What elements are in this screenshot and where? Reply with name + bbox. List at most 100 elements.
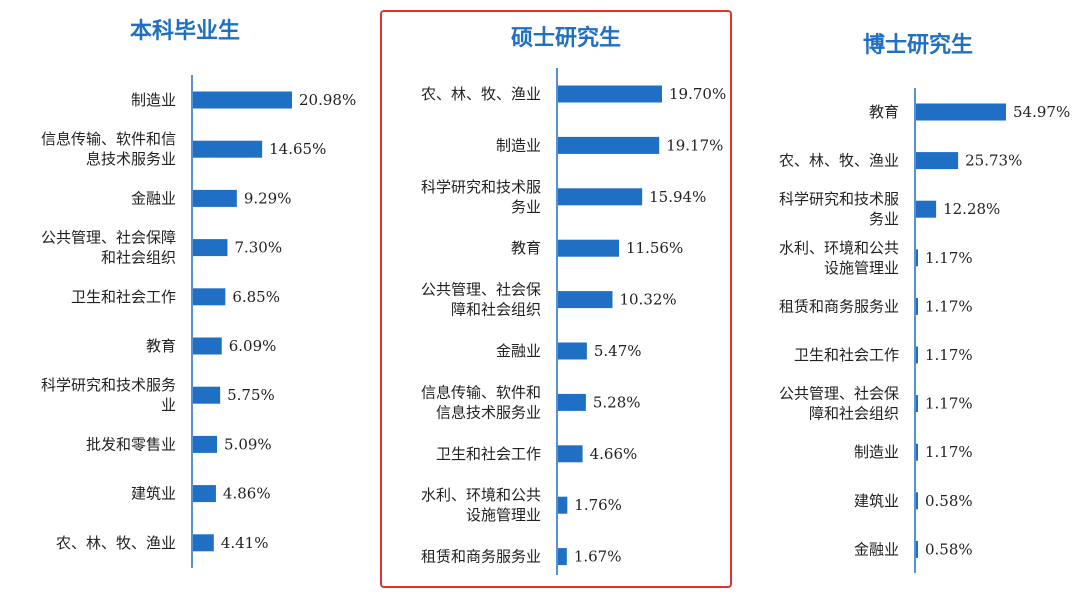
bar — [916, 395, 918, 413]
bar — [558, 548, 567, 566]
category-label: 卫生和社会工作 — [794, 346, 899, 364]
bar — [193, 337, 222, 355]
category-label: 水利、环境和公共设施管理业 — [779, 239, 899, 277]
value-label: 5.09% — [224, 435, 272, 453]
bar — [193, 140, 263, 158]
bar — [193, 288, 226, 306]
category-label-line: 设施管理业 — [824, 259, 899, 277]
category-label-line: 建筑业 — [854, 492, 899, 510]
category-label-line: 公共管理、社会保 — [779, 385, 899, 403]
category-label-line: 制造业 — [131, 91, 176, 109]
bar — [558, 393, 586, 411]
category-label-line: 批发和零售业 — [86, 435, 176, 453]
chart-master: 硕士研究生 19.70% 农、林、牧、渔业 19.17% 制造业 15.94% 科学研究和技… — [421, 25, 726, 575]
value-label: 4.66% — [590, 445, 638, 463]
category-label-line: 务业 — [511, 198, 541, 216]
bar — [193, 91, 292, 109]
chart-undergraduate: 本科毕业生 20.98% 制造业 14.65% 信息传输、软件和信息技术服务业 9.29%… — [41, 19, 356, 568]
value-label: 1.17% — [925, 297, 973, 315]
category-label-line: 公共管理、社会保障 — [41, 229, 176, 247]
category-label-line: 金融业 — [854, 540, 899, 558]
bar — [193, 386, 221, 404]
value-label: 7.30% — [234, 239, 282, 257]
value-label: 9.29% — [244, 189, 292, 207]
category-label: 建筑业 — [131, 485, 176, 503]
category-label: 教育 — [146, 337, 176, 355]
category-label-line: 障和社会组织 — [809, 405, 899, 423]
category-label-line: 制造业 — [854, 443, 899, 461]
bar — [193, 534, 214, 552]
chart-title: 本科毕业生 — [130, 19, 240, 44]
bar — [916, 200, 937, 218]
category-label-line: 租赁和商务服务业 — [421, 548, 541, 566]
category-label-line: 水利、环境和公共 — [421, 486, 541, 504]
category-label-line: 水利、环境和公共 — [779, 239, 899, 257]
category-label-line: 信息传输、软件和信 — [41, 130, 176, 148]
bar — [558, 291, 613, 309]
value-label: 54.97% — [1013, 103, 1070, 121]
value-label: 15.94% — [649, 188, 706, 206]
category-label-line: 教育 — [511, 239, 541, 257]
category-label-line: 制造业 — [496, 136, 541, 154]
bar — [916, 297, 918, 315]
category-label: 金融业 — [496, 342, 541, 360]
chart-title: 博士研究生 — [863, 32, 973, 58]
bar — [558, 188, 643, 206]
value-label: 6.85% — [232, 288, 280, 306]
category-label-line: 设施管理业 — [466, 506, 541, 524]
category-label-line: 农、林、牧、渔业 — [421, 85, 541, 103]
value-label: 4.41% — [221, 534, 269, 552]
category-label: 科学研究和技术服务业 — [41, 376, 176, 414]
category-label-line: 科学研究和技术服 — [779, 190, 899, 208]
value-label: 12.28% — [943, 200, 1000, 218]
category-label: 租赁和商务服务业 — [779, 297, 899, 315]
category-label-line: 和社会组织 — [101, 249, 176, 267]
category-label-line: 租赁和商务服务业 — [779, 297, 899, 315]
category-label-line: 息技术服务业 — [86, 150, 176, 168]
category-label-line: 公共管理、社会保 — [421, 281, 541, 299]
category-label: 公共管理、社会保障和社会组织 — [41, 229, 176, 267]
bar — [193, 485, 216, 503]
category-label: 卫生和社会工作 — [71, 288, 176, 306]
value-label: 5.28% — [593, 393, 641, 411]
category-label: 水利、环境和公共设施管理业 — [421, 486, 541, 524]
value-label: 0.58% — [925, 540, 973, 558]
bar — [916, 540, 918, 558]
category-label: 金融业 — [854, 540, 899, 558]
bar — [916, 346, 918, 364]
category-label-line: 务业 — [869, 210, 899, 228]
value-label: 14.65% — [269, 140, 326, 158]
category-label: 建筑业 — [854, 492, 899, 510]
value-label: 20.98% — [299, 91, 356, 109]
category-label-line: 业 — [161, 396, 176, 414]
value-label: 25.73% — [965, 152, 1022, 170]
category-label: 制造业 — [496, 136, 541, 154]
category-label: 教育 — [869, 103, 899, 121]
bar — [558, 445, 583, 463]
category-label: 农、林、牧、渔业 — [421, 85, 541, 103]
value-label: 5.75% — [227, 386, 275, 404]
category-label: 制造业 — [131, 91, 176, 109]
category-label: 信息传输、软件和信息技术服务业 — [421, 383, 541, 421]
category-label-line: 农、林、牧、渔业 — [779, 152, 899, 170]
bar — [916, 103, 1006, 121]
chart-doctoral: 博士研究生 54.97% 教育 25.73% 农、林、牧、渔业 12.28% 科学研究和技术… — [779, 32, 1070, 573]
category-label-line: 教育 — [146, 337, 176, 355]
category-label: 信息传输、软件和信息技术服务业 — [41, 130, 176, 168]
bar — [558, 342, 587, 360]
category-label-line: 建筑业 — [131, 485, 176, 503]
value-label: 5.47% — [594, 342, 642, 360]
value-label: 0.58% — [925, 492, 973, 510]
value-label: 1.67% — [574, 548, 622, 566]
value-label: 1.17% — [925, 443, 973, 461]
value-label: 4.86% — [223, 485, 271, 503]
highlight-frame — [380, 10, 732, 588]
bar — [193, 435, 218, 453]
value-label: 11.56% — [626, 239, 683, 257]
category-label-line: 卫生和社会工作 — [71, 288, 176, 306]
category-label: 租赁和商务服务业 — [421, 548, 541, 566]
value-label: 19.17% — [666, 136, 723, 154]
category-label: 公共管理、社会保障和社会组织 — [421, 281, 541, 319]
category-label-line: 卫生和社会工作 — [794, 346, 899, 364]
value-label: 1.17% — [925, 346, 973, 364]
